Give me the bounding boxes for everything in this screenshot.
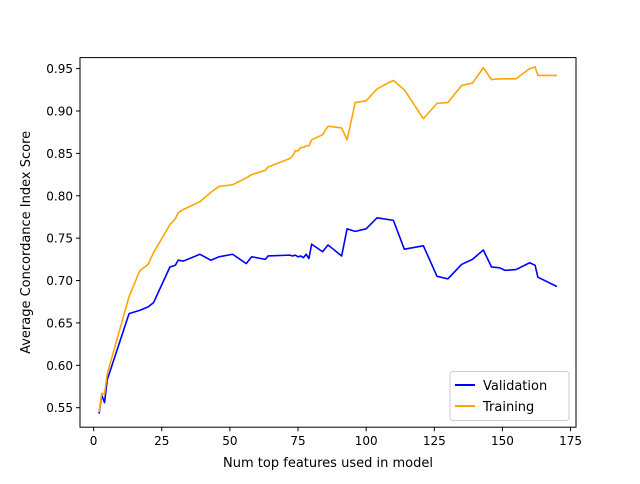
y-tick-label: 0.70: [46, 274, 73, 288]
x-axis-label: Num top features used in model: [223, 456, 433, 471]
y-tick-label: 0.85: [46, 147, 73, 161]
series-line-training: [98, 66, 557, 413]
y-tick-label: 0.75: [46, 232, 73, 246]
x-axis: 0 25 50 75 100 125 150 175: [90, 427, 582, 448]
y-axis: 0.55 0.60 0.65 0.70 0.75 0.80 0.85 0.90 0.95: [46, 62, 80, 415]
y-tick-label: 0.60: [46, 359, 73, 373]
y-axis-label: Average Concordance Index Score: [19, 131, 34, 354]
x-tick-label: 0: [90, 434, 98, 448]
x-tick-label: 100: [355, 434, 378, 448]
x-tick-label: 150: [491, 434, 514, 448]
x-tick-label: 50: [222, 434, 237, 448]
plot-frame: [79, 57, 577, 428]
x-tick-label: 175: [559, 434, 582, 448]
series-layer: [98, 66, 558, 414]
y-tick-label: 0.95: [46, 62, 73, 76]
legend-label-training: Training: [482, 400, 534, 415]
y-tick-label: 0.65: [46, 316, 73, 330]
legend-label-validation: Validation: [483, 379, 547, 394]
x-tick-label: 75: [290, 434, 305, 448]
y-tick-label: 0.80: [46, 189, 73, 203]
legend-box: [449, 371, 570, 421]
series-line-validation: [98, 217, 558, 414]
x-tick-label: 125: [423, 434, 446, 448]
x-tick-label: 25: [154, 434, 169, 448]
y-tick-label: 0.55: [46, 401, 73, 415]
legend: Validation Training: [449, 371, 570, 421]
y-tick-label: 0.90: [46, 105, 73, 119]
